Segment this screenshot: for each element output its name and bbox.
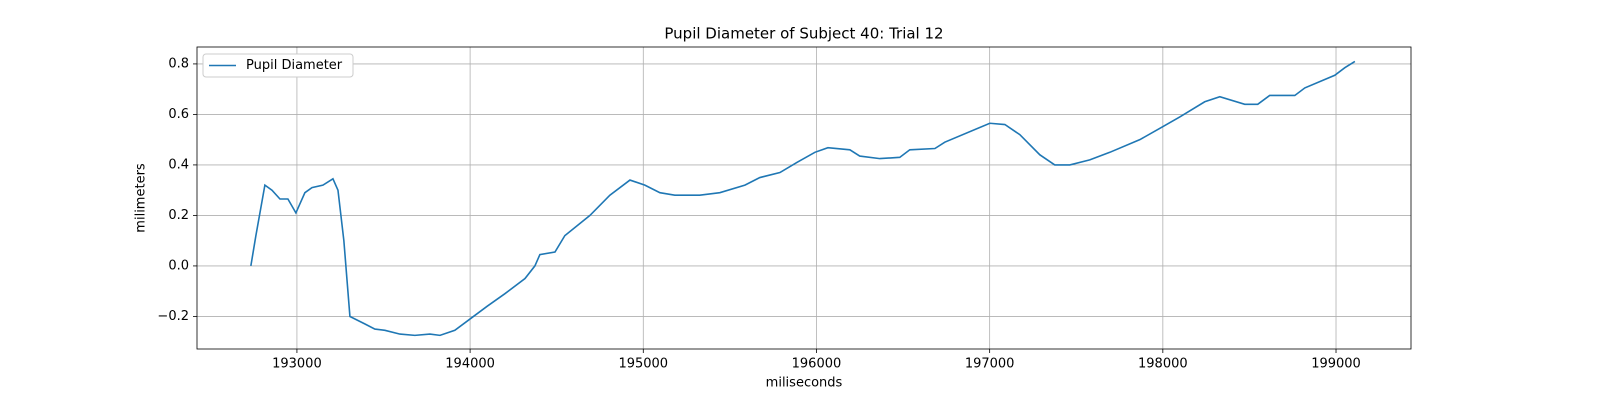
y-tick-label: 0.8 [168,56,189,71]
legend-label: Pupil Diameter [246,58,343,73]
chart-title: Pupil Diameter of Subject 40: Trial 12 [664,25,943,43]
y-tick-label: −0.2 [157,309,189,324]
x-tick-label: 193000 [272,357,322,372]
x-tick-label: 199000 [1311,357,1361,372]
y-tick-label: 0.2 [168,208,189,223]
y-tick-label: 0.4 [168,157,189,172]
x-tick-label: 194000 [445,357,495,372]
x-tick-label: 195000 [618,357,668,372]
plot-frame [196,46,1412,350]
legend-box [202,53,354,78]
data-line [250,60,1356,337]
x-tick-label: 197000 [965,357,1015,372]
x-tick-label: 196000 [792,357,842,372]
x-axis-label: miliseconds [766,376,843,391]
x-tick-label: 198000 [1138,357,1188,372]
y-tick-label: 0.0 [168,258,189,273]
y-tick-label: 0.6 [168,107,189,122]
y-axis-label: milimeters [134,163,149,233]
